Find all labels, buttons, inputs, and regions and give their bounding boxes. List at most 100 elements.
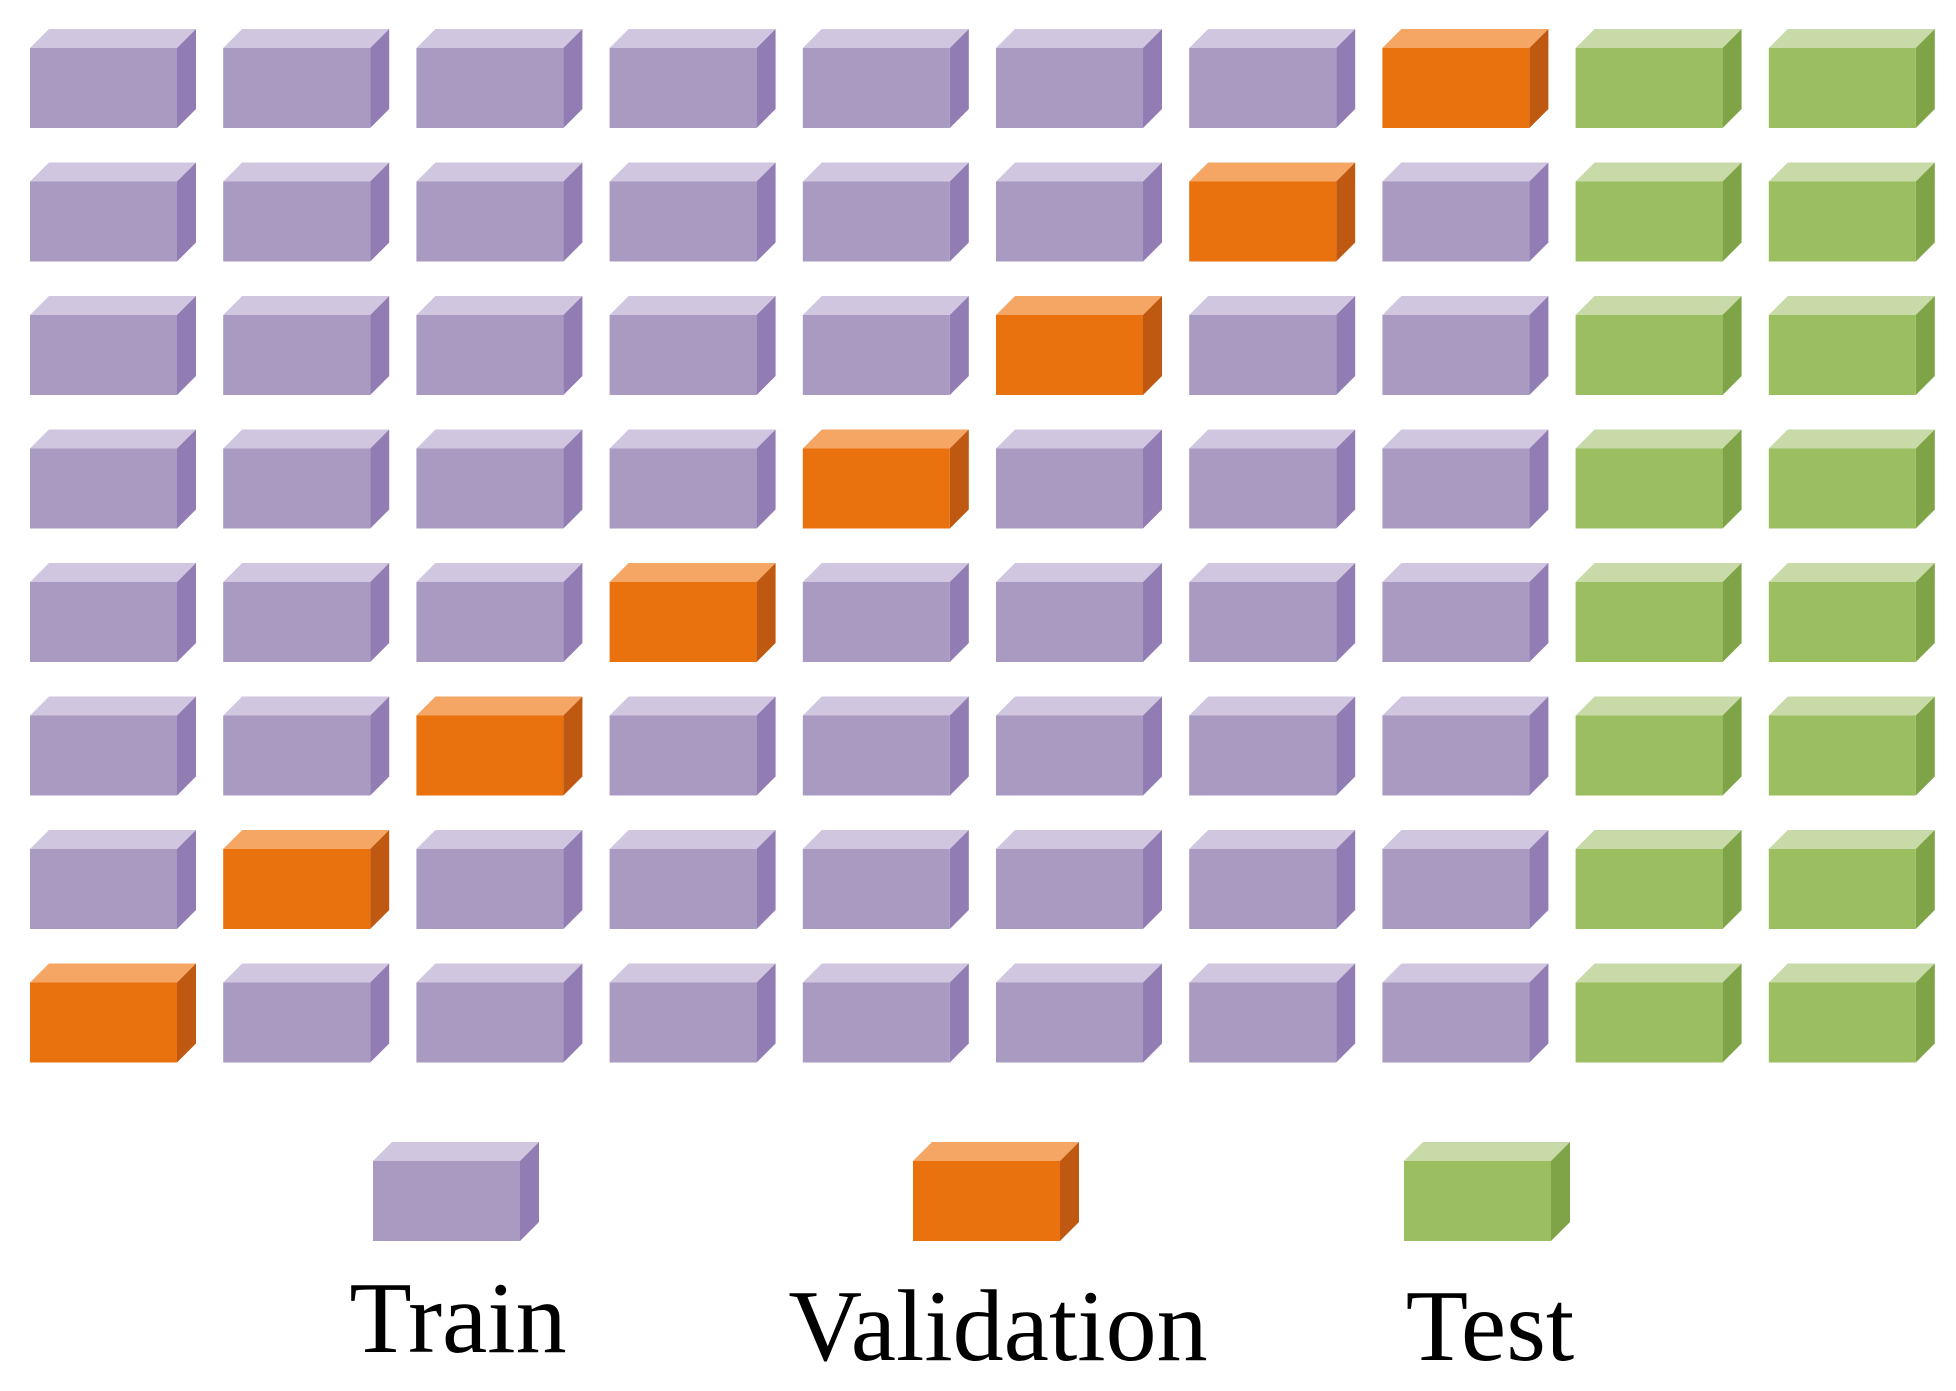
block-train — [416, 963, 583, 1063]
block-train — [802, 696, 969, 796]
block-top-face — [1189, 296, 1356, 315]
block-front-face — [996, 448, 1143, 529]
block-train — [30, 563, 196, 662]
block-front-face — [1575, 715, 1723, 796]
block-side-face — [1551, 1142, 1570, 1241]
block-side-face — [1143, 162, 1162, 262]
block-test — [1575, 830, 1742, 929]
block-front-face — [609, 315, 757, 395]
block-front-face — [609, 982, 757, 1063]
fold-row — [30, 963, 1935, 1063]
block-side-face — [177, 830, 196, 929]
block-top-face — [1575, 429, 1742, 449]
block-train — [223, 162, 390, 262]
block-train — [996, 429, 1162, 529]
block-train — [30, 830, 196, 929]
block-top-face — [996, 563, 1162, 582]
block-side-face — [370, 963, 390, 1063]
block-test — [1768, 563, 1935, 662]
block-front-face — [416, 448, 564, 529]
block-front-face — [802, 315, 950, 395]
block-front-face — [1575, 181, 1723, 262]
block-front-face — [802, 982, 950, 1063]
block-front-face — [1768, 48, 1916, 128]
block-front-face — [996, 849, 1143, 929]
block-top-face — [609, 429, 776, 449]
block-top-face — [802, 162, 969, 182]
block-top-face — [30, 963, 196, 983]
block-side-face — [1529, 162, 1549, 262]
block-front-face — [1189, 181, 1337, 262]
block-top-face — [223, 563, 390, 582]
block-train — [1382, 696, 1549, 796]
block-side-face — [1336, 563, 1356, 662]
block-front-face — [802, 448, 950, 529]
block-side-face — [563, 963, 583, 1063]
fold-row — [30, 162, 1935, 262]
block-side-face — [370, 162, 390, 262]
block-side-face — [1336, 429, 1356, 529]
block-side-face — [1722, 830, 1742, 929]
fold-grid — [30, 29, 1935, 1063]
block-top-face — [1189, 429, 1356, 449]
block-front-face — [223, 181, 371, 262]
block-top-face — [609, 296, 776, 315]
block-front-face — [609, 582, 757, 662]
block-front-face — [609, 715, 757, 796]
block-front-face — [1575, 448, 1723, 529]
block-top-face — [609, 29, 776, 48]
block-side-face — [756, 963, 776, 1063]
block-train — [609, 830, 776, 929]
block-side-face — [1722, 429, 1742, 529]
block-side-face — [1915, 296, 1935, 395]
block-test — [1575, 296, 1742, 395]
block-front-face — [416, 315, 564, 395]
block-top-face — [416, 563, 583, 582]
block-side-face — [1336, 830, 1356, 929]
legend-item-train: Train — [349, 1142, 567, 1375]
block-front-face — [1189, 849, 1337, 929]
block-top-face — [996, 830, 1162, 849]
block-top-face — [996, 29, 1162, 48]
block-front-face — [223, 849, 371, 929]
block-front-face — [1189, 315, 1337, 395]
block-train — [1382, 162, 1549, 262]
block-top-face — [223, 162, 390, 182]
block-train — [223, 296, 390, 395]
block-top-face — [30, 429, 196, 449]
block-test — [1575, 696, 1742, 796]
block-side-face — [1529, 296, 1549, 395]
block-front-face — [609, 48, 757, 128]
block-top-face — [1382, 29, 1549, 48]
block-top-face — [1575, 830, 1742, 849]
block-top-face — [1768, 296, 1935, 315]
block-train — [1189, 696, 1356, 796]
block-top-face — [996, 162, 1162, 182]
block-side-face — [177, 162, 196, 262]
block-front-face — [1768, 315, 1916, 395]
block-test — [1768, 162, 1935, 262]
block-side-face — [756, 296, 776, 395]
block-top-face — [1768, 696, 1935, 716]
fold-row — [30, 696, 1935, 796]
block-front-face — [30, 448, 177, 529]
fold-row — [30, 830, 1935, 929]
block-front-face — [30, 181, 177, 262]
block-front-face — [996, 48, 1143, 128]
block-front-face — [913, 1161, 1060, 1241]
block-top-face — [802, 29, 969, 48]
block-train — [609, 429, 776, 529]
block-front-face — [1575, 982, 1723, 1063]
block-side-face — [1915, 830, 1935, 929]
block-train — [1382, 429, 1549, 529]
block-front-face — [30, 582, 177, 662]
block-top-face — [609, 696, 776, 716]
block-side-face — [756, 696, 776, 796]
block-front-face — [30, 849, 177, 929]
block-top-face — [1575, 696, 1742, 716]
block-side-face — [1722, 563, 1742, 662]
block-top-face — [416, 429, 583, 449]
block-test — [1768, 29, 1935, 128]
block-side-face — [1722, 296, 1742, 395]
